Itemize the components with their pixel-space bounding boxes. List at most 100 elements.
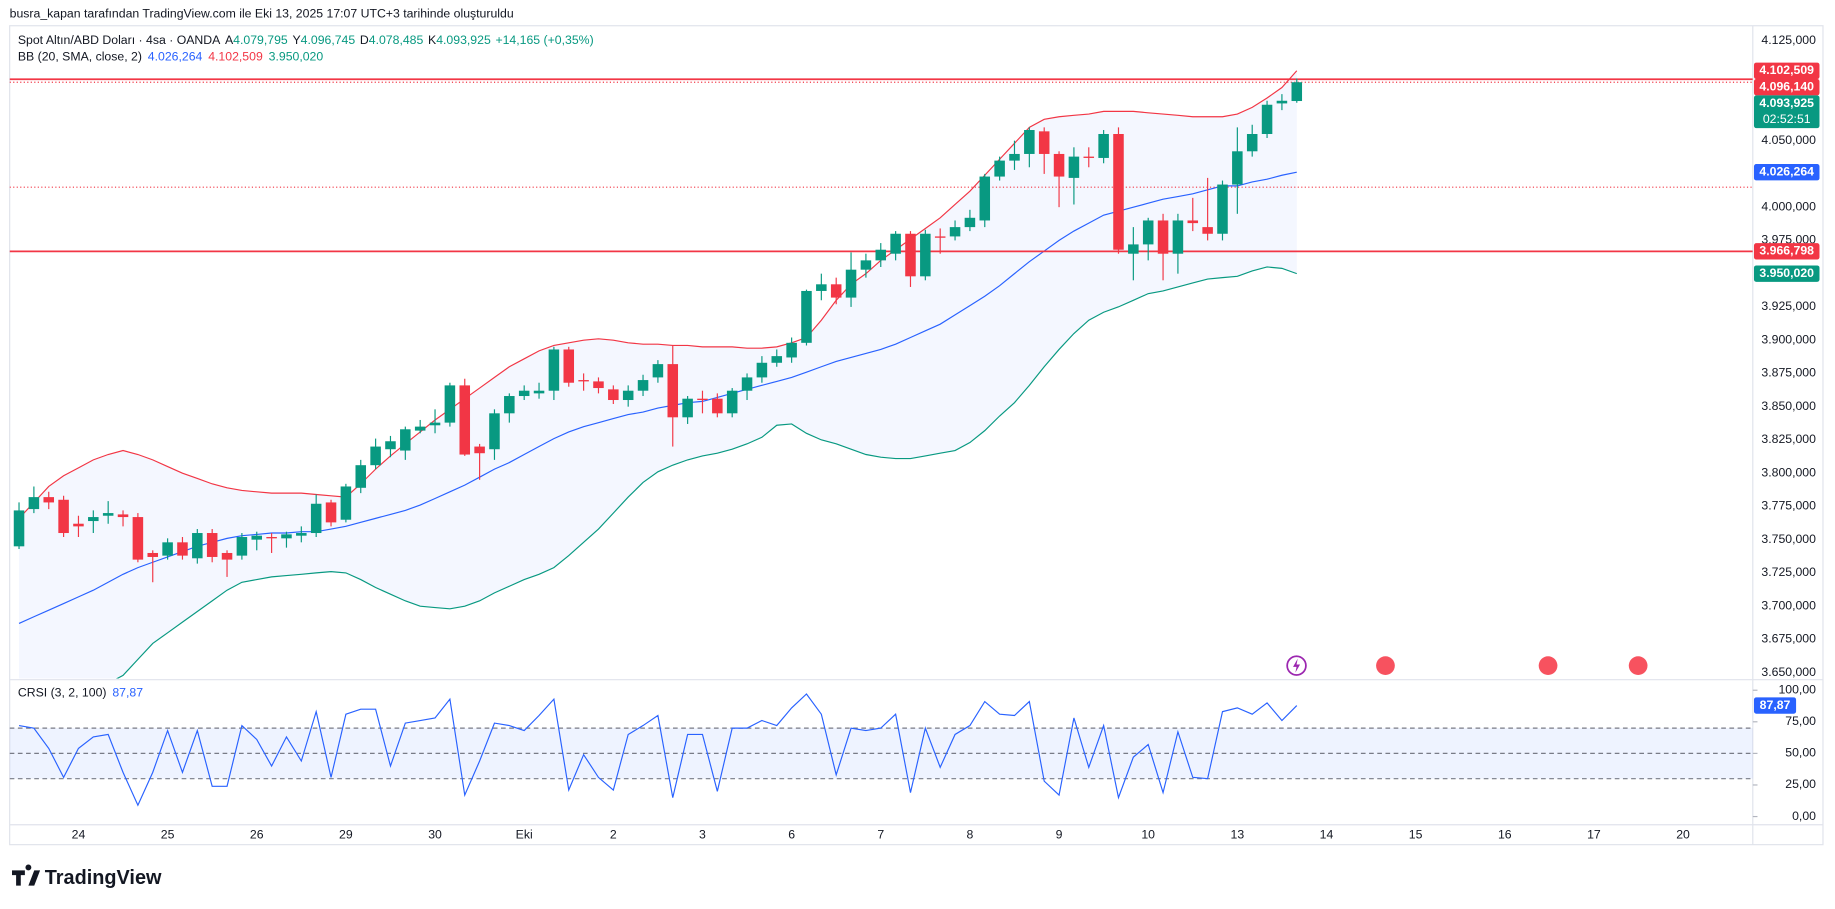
candle-body xyxy=(1172,220,1184,254)
y-tick-label: 4.125,000 xyxy=(1761,33,1816,47)
candle-body xyxy=(192,533,203,559)
y-tick-label: 3.800,000 xyxy=(1761,465,1816,479)
y-tick-label: 3.825,000 xyxy=(1761,432,1816,446)
candle-body xyxy=(1053,153,1065,177)
candle-body xyxy=(548,349,560,391)
candle-body xyxy=(13,510,25,547)
candle-body xyxy=(325,502,337,523)
x-tick-label: 10 xyxy=(1141,828,1155,842)
candle-body xyxy=(905,233,916,277)
price-tag-label: 3.966,798 xyxy=(1759,244,1814,258)
candle-body xyxy=(667,364,679,418)
candle-body xyxy=(682,398,693,418)
crsi-title: CRSI (3, 2, 100) xyxy=(18,686,107,700)
logo-text: TradingView xyxy=(45,867,162,889)
candle-body xyxy=(385,441,396,450)
candle-body xyxy=(860,260,872,270)
price-pane xyxy=(9,70,1753,679)
y-tick-label: 4.050,000 xyxy=(1761,133,1816,147)
crsi-pane xyxy=(9,693,1753,807)
candle-body xyxy=(726,390,738,414)
candle-body xyxy=(102,513,114,516)
event-glyph xyxy=(1293,658,1301,673)
ohlc-key: K xyxy=(428,33,437,47)
candle-body xyxy=(1142,220,1154,245)
x-tick-label: 3 xyxy=(699,828,706,842)
y-tick-label: 3.750,000 xyxy=(1761,532,1816,546)
candle-body xyxy=(310,503,322,534)
candle-body xyxy=(890,233,901,254)
candle-body xyxy=(533,390,545,394)
candle-body xyxy=(370,446,381,466)
price-tag-label: 3.950,020 xyxy=(1759,266,1814,280)
candle-body xyxy=(489,413,500,450)
event-icon[interactable] xyxy=(1628,656,1648,676)
candle-body xyxy=(964,217,976,228)
symbol-title: Spot Altın/ABD Doları · 4sa · OANDA xyxy=(18,33,221,47)
indicator-legend: BB (20, SMA, close, 2) 4.026,264 4.102,509… xyxy=(18,50,324,64)
price-tag xyxy=(1753,79,1820,96)
candle-body xyxy=(994,160,1005,177)
x-tick-label: 6 xyxy=(788,828,795,842)
y-tick-label: 0,00 xyxy=(1792,809,1816,823)
x-tick-label: 26 xyxy=(250,828,264,842)
attribution: busra_kapan tarafından TradingView.com i… xyxy=(10,6,514,20)
ohlc-value: 4.078,485 xyxy=(369,33,424,47)
ohlc-value: 4.079,795 xyxy=(233,33,288,47)
candle-body xyxy=(1202,227,1213,234)
logo-mark xyxy=(12,864,41,886)
band-fill xyxy=(19,70,1297,679)
x-tick-label: 29 xyxy=(339,828,353,842)
candle-body xyxy=(756,362,768,378)
bb-line xyxy=(18,171,1297,624)
x-tick-label: 9 xyxy=(1056,828,1063,842)
ohlc-key: A xyxy=(225,33,234,47)
candle-body xyxy=(979,176,991,221)
candle-body xyxy=(1128,244,1139,254)
candle-body xyxy=(251,535,263,540)
candle-body xyxy=(741,377,753,391)
y-tick-label: 3.775,000 xyxy=(1761,499,1816,513)
candle-body xyxy=(1024,130,1035,154)
candle-body xyxy=(236,537,248,556)
x-tick-label: 8 xyxy=(966,828,973,842)
candle-body xyxy=(1232,151,1243,185)
candle-body xyxy=(117,514,129,518)
x-tick-label: Eki xyxy=(516,828,533,842)
candle-body xyxy=(1217,184,1228,234)
candle-body xyxy=(414,426,426,431)
candle-body xyxy=(459,385,471,455)
y-tick-label: 3.900,000 xyxy=(1761,332,1816,346)
candle-body xyxy=(697,398,708,401)
y-tick-label: 3.650,000 xyxy=(1761,665,1816,679)
event-icons[interactable] xyxy=(1286,655,1648,676)
candle-body xyxy=(875,249,887,261)
logo[interactable]: TradingView xyxy=(12,864,162,889)
candle-body xyxy=(1068,156,1080,178)
candle-body xyxy=(608,389,619,401)
y-tick-label: 100,00 xyxy=(1778,682,1816,696)
candle-body xyxy=(1098,134,1109,158)
bb-line xyxy=(115,266,1297,679)
candle-body xyxy=(816,284,827,291)
event-icon[interactable] xyxy=(1376,656,1395,676)
bb-line xyxy=(18,70,1298,519)
event-icon[interactable] xyxy=(1538,656,1558,676)
candle-body xyxy=(429,422,441,426)
candle-body xyxy=(934,236,946,238)
x-tick-label: 14 xyxy=(1320,828,1334,842)
x-tick-label: 20 xyxy=(1676,828,1690,842)
x-tick-label: 2 xyxy=(610,828,617,842)
x-tick-label: 30 xyxy=(428,828,442,842)
y-tick-label: 75,00 xyxy=(1785,714,1816,728)
candle-body xyxy=(1113,134,1124,250)
candle-body xyxy=(563,349,575,383)
candle-body xyxy=(147,552,159,557)
candle-body xyxy=(340,486,352,520)
candle-body xyxy=(845,269,857,298)
y-tick-label: 3.850,000 xyxy=(1761,399,1816,413)
candle-body xyxy=(281,534,292,539)
candle-body xyxy=(712,398,723,414)
candle-body xyxy=(221,552,233,560)
